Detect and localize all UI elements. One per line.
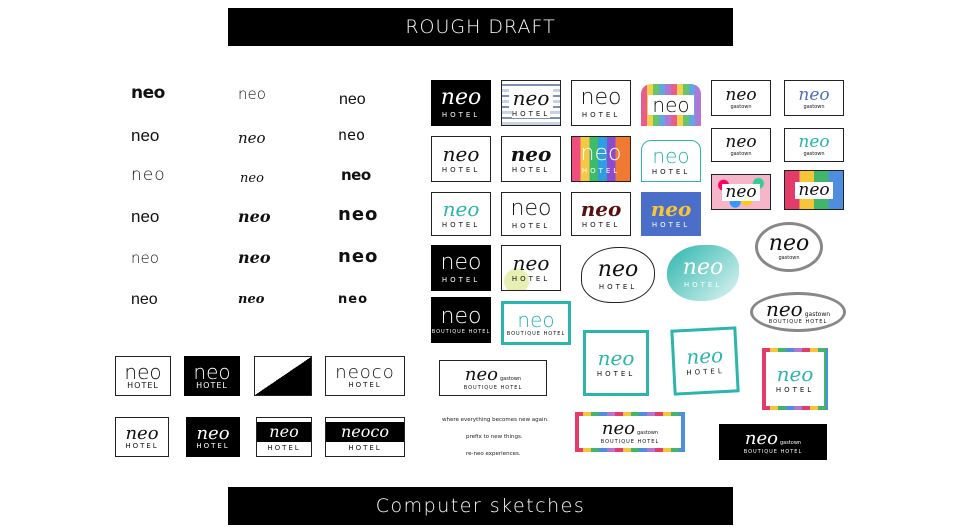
top-banner-title: ROUGH DRAFT: [405, 16, 556, 38]
tagline: where everything becomes new again.: [442, 417, 549, 423]
wordmark-sketch: neo: [238, 85, 266, 103]
logo-tile: neo HOTEL: [501, 245, 561, 291]
diagonal-logo-tile: [254, 356, 312, 396]
logo-tile: neo BOUTIQUE HOTEL: [431, 297, 491, 343]
logo-tile: neo gastown: [784, 80, 844, 116]
logo-tile: neo gastown BOUTIQUE HOTEL: [575, 412, 685, 452]
wordmark-sketch: neo: [238, 248, 271, 267]
logo-tile: neo HOTEL: [431, 245, 491, 291]
wordmark-sketch: neo: [131, 207, 160, 226]
logo-tile: neo gastown BOUTIQUE HOTEL: [719, 424, 827, 460]
logo-tile: neo HOTEL: [641, 140, 701, 182]
logo-tile: neo HOTEL: [641, 192, 701, 236]
wordmark-sketch: neo: [339, 91, 366, 108]
wordmark-sketch: neo: [240, 171, 264, 186]
bottom-banner-title: Computer sketches: [375, 495, 586, 517]
wordmark-sketch: neo: [131, 165, 166, 185]
logo-tile: neo HOTEL: [431, 136, 491, 182]
logo-tile: neo HOTEL: [431, 192, 491, 236]
logo-tile: neo gastown BOUTIQUE HOTEL: [439, 360, 547, 396]
logo-tile: neo HOTEL: [256, 417, 312, 457]
tagline: prefix to new things.: [466, 434, 523, 440]
wordmark-sketch: neo: [238, 207, 271, 226]
logo-oval: neo gastown BOUTIQUE HOTEL: [750, 292, 846, 332]
logo-tile: neo HOTEL: [501, 192, 561, 236]
logo-oval: neo gastown: [755, 222, 823, 272]
logo-tile: neo HOTEL: [431, 80, 491, 126]
logo-tile: neo HOTEL: [571, 192, 631, 236]
logo-tile: neo: [784, 170, 844, 210]
logo-tile: neo: [711, 174, 771, 210]
logo-tile: neo HOTEL: [670, 326, 740, 396]
logo-tile: neo HOTEL: [762, 348, 828, 410]
logo-tile: neo HOTEL: [583, 330, 649, 396]
logo-tile: neoco HOTEL: [325, 417, 405, 457]
logo-tile: neo BOUTIQUE HOTEL: [501, 301, 571, 345]
wordmark-sketch: neo: [338, 292, 369, 307]
logo-tile: neo HOTEL: [571, 136, 631, 182]
wordmark-sketch: neo: [131, 249, 159, 267]
logo-tile: neo HOTEL: [115, 417, 169, 457]
logo-tile: neoco HOTEL: [325, 356, 405, 396]
wordmark-sketch: neo: [238, 292, 265, 307]
wordmark-sketch: neo: [338, 126, 366, 144]
wordmark-sketch: neo: [338, 204, 379, 225]
wordmark-sketch: neo: [341, 166, 371, 184]
logo-tile: neo HOTEL: [571, 80, 631, 126]
logo-tile: neo HOTEL: [186, 417, 240, 457]
logo-tile: neo: [641, 84, 701, 126]
logo-tile: neo gastown: [711, 128, 771, 162]
logo-tile: neo HOTEL: [501, 136, 561, 182]
logo-tile: neo gastown: [711, 80, 771, 116]
bottom-banner: Computer sketches: [228, 487, 733, 525]
wordmark-sketch: neo: [131, 126, 160, 145]
top-banner: ROUGH DRAFT: [228, 8, 733, 46]
logo-tile: neo HOTEL: [115, 356, 171, 396]
logo-blob: neo HOTEL: [667, 245, 739, 301]
logo-blob: neo HOTEL: [581, 247, 655, 303]
logo-tile: neo HOTEL: [184, 356, 240, 396]
tagline: re-neo experiences.: [466, 451, 521, 457]
wordmark-sketch: neo: [238, 129, 266, 147]
logo-tile: neo HOTEL: [501, 80, 561, 126]
wordmark-sketch: neo: [131, 83, 165, 103]
wordmark-sketch: neo: [338, 246, 379, 267]
wordmark-sketch: neo: [131, 291, 158, 308]
logo-tile: neo gastown: [784, 128, 844, 162]
